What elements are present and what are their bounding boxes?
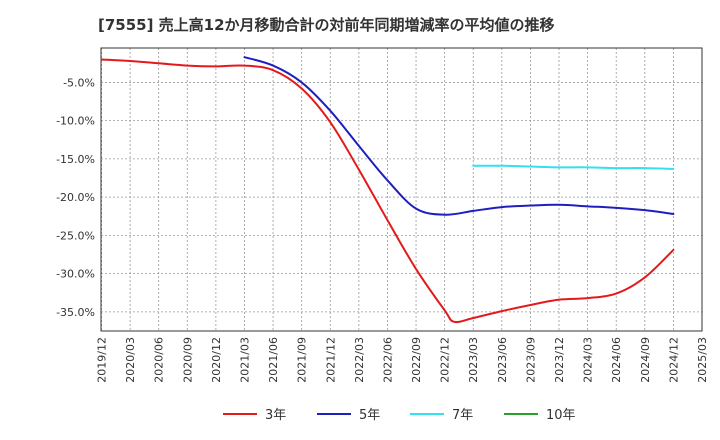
- x-tick-label: 2021/12: [324, 337, 337, 383]
- series-line-1: [100, 58, 675, 324]
- x-tick-label: 2021/06: [267, 337, 280, 383]
- y-tick-label: -20.0%: [56, 191, 95, 204]
- y-tick-label: -5.0%: [63, 76, 95, 89]
- y-tick-label: -25.0%: [56, 229, 95, 242]
- y-tick-label: -35.0%: [56, 306, 95, 319]
- legend-label-1: 3年: [265, 408, 286, 423]
- y-tick-label: -10.0%: [56, 115, 95, 128]
- x-tick-label: 2022/09: [410, 337, 423, 383]
- x-tick-label: 2025/03: [696, 337, 709, 383]
- chart-title: [7555] 売上高12か月移動合計の対前年同期増減率の平均値の推移: [98, 16, 555, 34]
- series-line-2: [243, 56, 675, 216]
- x-tick-label: 2021/03: [238, 337, 251, 383]
- y-tick-label: -15.0%: [56, 153, 95, 166]
- x-tick-label: 2024/09: [639, 337, 652, 383]
- x-tick-label: 2023/03: [467, 337, 480, 383]
- x-tick-label: 2020/06: [153, 337, 166, 383]
- x-tick-label: 2020/12: [210, 337, 223, 383]
- legend-label-3: 7年: [452, 408, 473, 423]
- x-tick-label: 2023/09: [524, 337, 537, 383]
- x-tick-label: 2023/06: [496, 337, 509, 383]
- x-tick-label: 2021/09: [296, 337, 309, 383]
- x-tick-label: 2020/03: [124, 337, 137, 383]
- x-tick-label: 2019/12: [96, 337, 109, 383]
- x-tick-label: 2024/06: [610, 337, 623, 383]
- legend-label-2: 5年: [359, 408, 380, 423]
- x-tick-label: 2023/12: [553, 337, 566, 383]
- x-tick-label: 2022/03: [353, 337, 366, 383]
- x-tick-label: 2024/12: [667, 337, 680, 383]
- x-tick-label: 2024/03: [582, 337, 595, 383]
- x-tick-label: 2022/12: [439, 337, 452, 383]
- x-tick-label: 2022/06: [381, 337, 394, 383]
- plot-frame: [100, 47, 703, 332]
- y-tick-label: -30.0%: [56, 268, 95, 281]
- series-line-3: [472, 164, 675, 170]
- plot-area: [101, 48, 702, 331]
- legend-label-4: 10年: [546, 408, 576, 423]
- x-tick-label: 2020/09: [181, 337, 194, 383]
